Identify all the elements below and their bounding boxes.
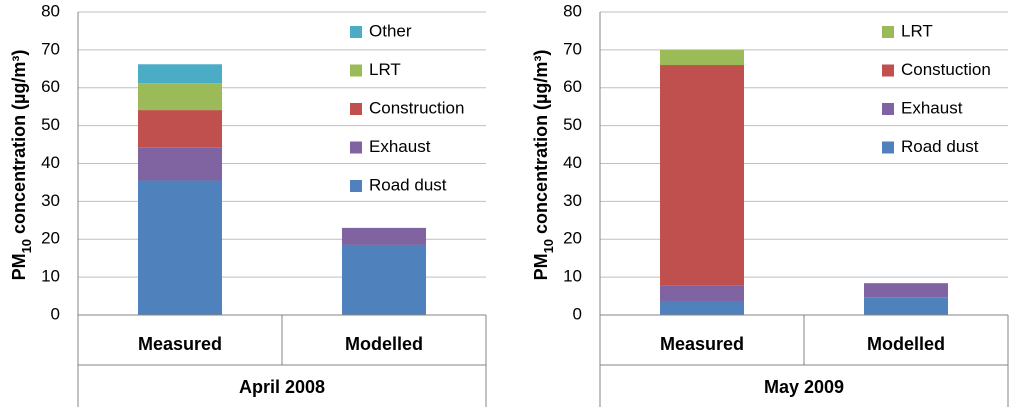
y-axis-label-part: 10: [541, 239, 556, 253]
y-axis-label: PM10 concentration (µg/m³): [531, 50, 556, 281]
y-tick-label: 20: [563, 229, 582, 248]
bar-segment: [660, 285, 744, 301]
group-label: April 2008: [239, 377, 325, 397]
group-label: May 2009: [764, 377, 844, 397]
y-tick-label: 10: [563, 267, 582, 286]
x-tick-label: Modelled: [345, 334, 423, 354]
legend-swatch: [882, 141, 894, 154]
y-axis-label-part: concentration (µg/m³): [9, 50, 29, 239]
legend-swatch: [882, 103, 894, 115]
y-tick-label: 0: [573, 304, 582, 323]
bar-segment: [138, 83, 222, 111]
y-axis-label-part: PM: [9, 253, 29, 280]
y-tick-label: 40: [563, 153, 582, 172]
y-tick-label: 20: [41, 229, 60, 248]
y-axis-label-part: PM: [531, 253, 551, 280]
y-tick-label: 80: [41, 1, 60, 20]
legend-swatch: [350, 180, 362, 192]
y-tick-label: 30: [563, 191, 582, 210]
x-tick-label: Measured: [138, 334, 222, 354]
y-tick-label: 40: [41, 153, 60, 172]
y-axis-label: PM10 concentration (µg/m³): [9, 50, 34, 281]
y-tick-label: 70: [563, 39, 582, 58]
y-tick-label: 50: [41, 115, 60, 134]
legend-swatch: [350, 141, 362, 154]
x-tick-label: Measured: [660, 334, 744, 354]
legend-swatch: [350, 64, 362, 77]
bar-segment: [342, 227, 426, 245]
legend-label: Construction: [369, 98, 464, 117]
y-tick-label: 10: [41, 267, 60, 286]
y-tick-label: 30: [41, 191, 60, 210]
bar-segment: [864, 283, 948, 298]
legend-swatch: [350, 26, 362, 38]
bar-segment: [138, 110, 222, 148]
legend-label: Constuction: [901, 60, 991, 79]
legend-label: Road dust: [369, 175, 447, 194]
legend-swatch: [882, 26, 894, 38]
bar-segment: [138, 180, 222, 315]
legend-swatch: [350, 103, 362, 115]
bar-segment: [342, 244, 426, 315]
legend-label: LRT: [901, 21, 933, 40]
legend-label: Road dust: [901, 137, 979, 156]
bar-segment: [660, 65, 744, 286]
x-tick-label: Modelled: [867, 334, 945, 354]
bar-segment: [660, 300, 744, 315]
y-tick-label: 70: [41, 39, 60, 58]
legend-label: LRT: [369, 60, 401, 79]
bar-segment: [864, 297, 948, 315]
bar-segment: [660, 49, 744, 66]
y-tick-label: 60: [41, 77, 60, 96]
bar-segment: [138, 147, 222, 181]
bar-segment: [138, 64, 222, 84]
legend-label: Exhaust: [369, 137, 431, 156]
y-axis-label-part: 10: [19, 239, 34, 253]
legend-label: Exhaust: [901, 98, 963, 117]
y-tick-label: 80: [563, 1, 582, 20]
legend-label: Other: [369, 21, 412, 40]
y-axis-label-part: concentration (µg/m³): [531, 50, 551, 239]
y-tick-label: 50: [563, 115, 582, 134]
legend-swatch: [882, 64, 894, 77]
y-tick-label: 0: [51, 304, 60, 323]
y-tick-label: 60: [563, 77, 582, 96]
